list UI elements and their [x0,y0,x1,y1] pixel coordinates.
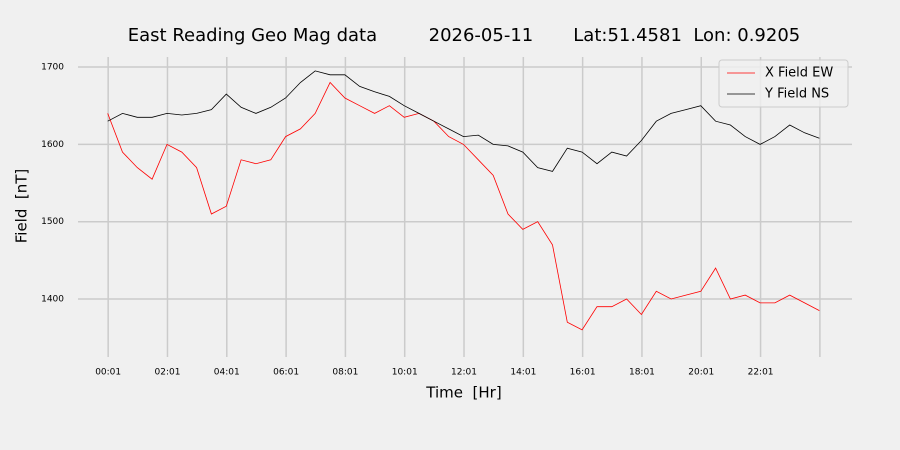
x-axis-label: Time [Hr] [425,384,501,402]
x-tick-label: 20:01 [688,368,714,378]
y-axis-label: Field [nT] [13,169,31,244]
legend-label: Y Field NS [764,87,829,102]
grid [78,57,852,357]
x-tick-label: 00:01 [95,368,121,378]
data-line [107,81,820,331]
y-tick-label: 1500 [41,217,64,227]
x-tick-label: 08:01 [332,368,358,378]
data-line [107,70,820,172]
y-tick-label: 1600 [41,140,64,150]
x-tick-label: 22:01 [748,368,774,378]
legend-label: X Field EW [765,66,833,81]
legend-box [718,59,849,108]
x-tick-label: 06:01 [273,368,299,378]
x-tick-label: 04:01 [214,368,240,378]
x-tick-label: 10:01 [392,368,418,378]
x-tick-label: 16:01 [570,368,596,378]
x-tick-label: 12:01 [451,368,477,378]
x-tick-label: 02:01 [155,368,181,378]
x-tick-label: 18:01 [629,368,655,378]
chart-title: East Reading Geo Mag data 2026-05-11 Lat… [128,25,800,46]
y-tick-label: 1400 [41,295,64,305]
x-tick-label: 14:01 [510,368,536,378]
y-tick-label: 1700 [41,63,64,73]
